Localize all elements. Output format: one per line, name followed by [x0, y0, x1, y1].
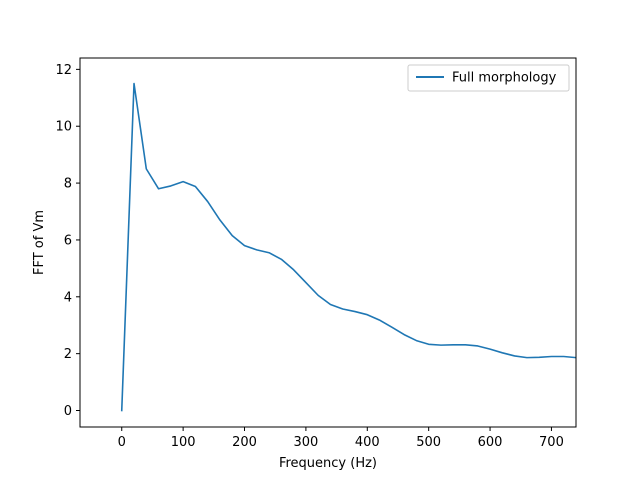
y-tick-label: 0: [64, 404, 72, 419]
y-tick-label: 8: [64, 177, 72, 192]
plot-area: [80, 58, 576, 427]
plot-frame: [79, 57, 577, 428]
y-tick-label: 10: [55, 120, 72, 135]
legend-label: Full morphology: [452, 71, 557, 86]
x-tick-label: 200: [232, 435, 257, 450]
y-tick-label: 4: [64, 290, 72, 305]
series-layer: [120, 82, 576, 412]
x-tick-label: 100: [171, 435, 196, 450]
y-tick-label: 12: [55, 63, 72, 78]
x-tick-label: 0: [118, 435, 126, 450]
x-tick-label: 400: [355, 435, 380, 450]
x-tick-label: 600: [478, 435, 503, 450]
legend: Full morphology: [407, 64, 570, 92]
ticks-layer: 0 100 200 300 400 500 600 700 0 2 4 6 8 10 12: [55, 63, 563, 450]
y-tick-label: 6: [64, 233, 72, 248]
series-line: [120, 82, 576, 412]
x-axis-label: Frequency (Hz): [279, 456, 377, 471]
x-tick-label: 500: [416, 435, 441, 450]
legend-box: [407, 64, 570, 92]
x-tick-label: 300: [293, 435, 318, 450]
y-axis-label: FFT of Vm: [32, 210, 47, 275]
x-tick-label: 700: [539, 435, 564, 450]
y-tick-label: 2: [64, 347, 72, 362]
